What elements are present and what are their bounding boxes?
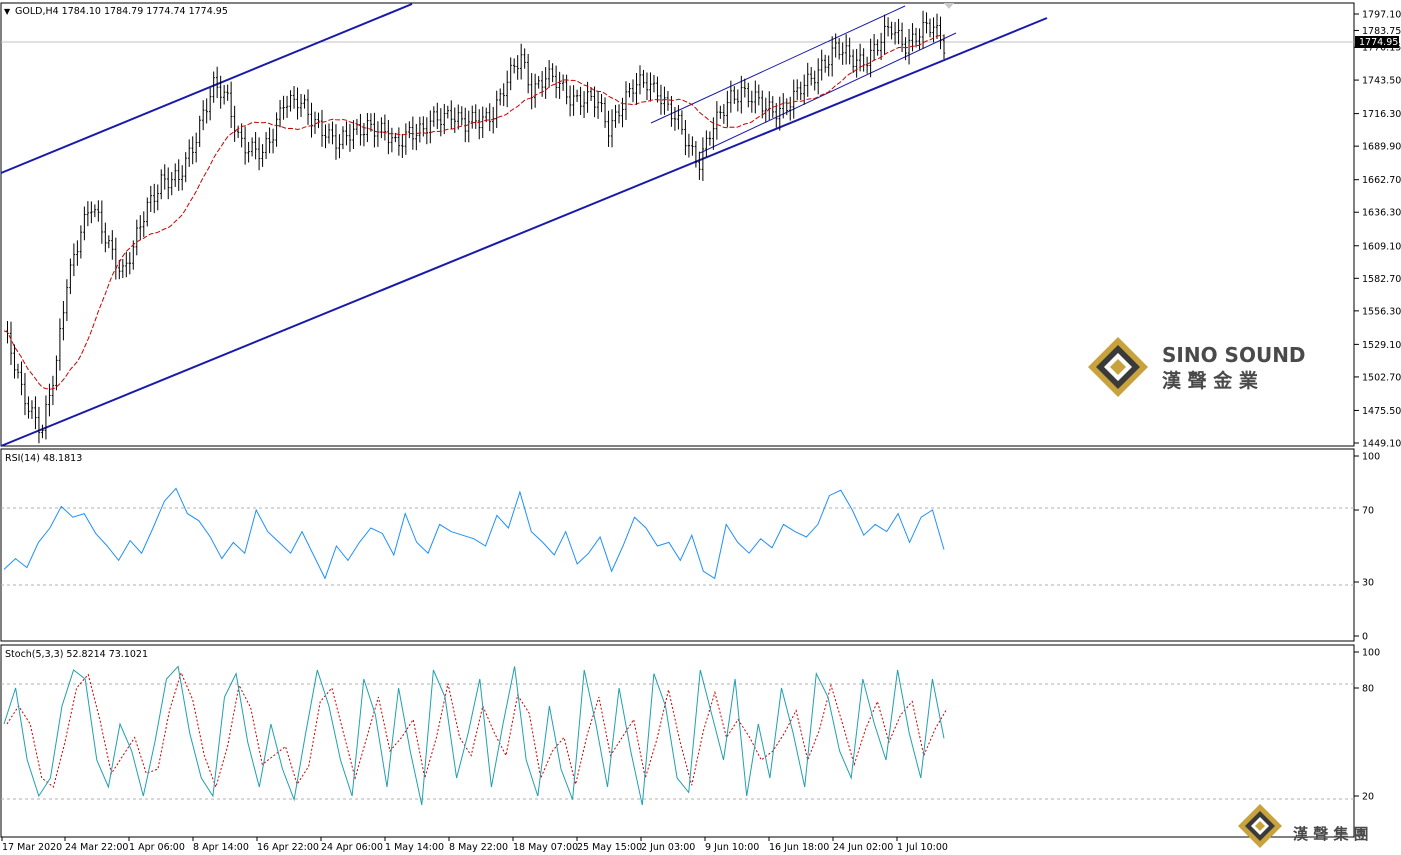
- rsi-tick-label: 30: [1362, 578, 1374, 589]
- price-tick-label: 1783.75: [1362, 26, 1401, 37]
- time-tick-label: 8 May 22:00: [449, 842, 508, 853]
- stoch-main-line: [3, 665, 945, 806]
- time-tick-label: 9 Jun 10:00: [705, 842, 759, 853]
- stoch-axis: 100 80 20: [1354, 648, 1380, 803]
- rsi-axis: 100 70 30 0: [1354, 452, 1380, 643]
- svg-text:1774.95: 1774.95: [1359, 37, 1398, 48]
- time-axis: 17 Mar 2020 24 Mar 22:00 1 Apr 06:00 8 Apr …: [1, 837, 948, 853]
- time-tick-label: 24 Jun 02:00: [833, 842, 893, 853]
- time-tick-label: 24 Apr 06:00: [321, 842, 383, 853]
- time-tick-label: 16 Apr 22:00: [257, 842, 319, 853]
- time-tick-label: 1 Jul 10:00: [897, 842, 948, 853]
- time-tick-label: 18 May 07:00: [513, 842, 578, 853]
- stoch-signal-line: [6, 671, 948, 789]
- sino-sound-logo: [1088, 337, 1148, 397]
- price-tick-label: 1502.70: [1362, 372, 1401, 383]
- time-tick-label: 16 Jun 18:00: [769, 842, 829, 853]
- price-pane: [0, 2, 1355, 447]
- moving-average-line: [3, 34, 945, 390]
- price-tick-label: 1449.10: [1362, 439, 1401, 450]
- inner-channel-lower[interactable]: [699, 32, 957, 154]
- price-tick-label: 1556.30: [1362, 306, 1401, 317]
- rsi-tick-label: 100: [1362, 452, 1380, 463]
- time-tick-label: 1 May 14:00: [385, 842, 444, 853]
- last-price-tag: 1774.95: [1355, 36, 1399, 48]
- time-tick-label: 17 Mar 2020: [2, 842, 62, 853]
- stoch-tick-label: 80: [1362, 684, 1374, 695]
- price-tick-label: 1609.10: [1362, 241, 1401, 252]
- corner-logo: [1238, 804, 1282, 848]
- brand-name: SINO SOUND: [1162, 343, 1306, 367]
- stoch-title: Stoch(5,3,3) 52.8214 73.1021: [5, 649, 148, 660]
- time-tick-label: 2 Jun 03:00: [641, 842, 695, 853]
- time-tick-label: 8 Apr 14:00: [193, 842, 249, 853]
- lower-channel-line[interactable]: [0, 17, 1048, 447]
- rsi-pane: [0, 448, 1355, 642]
- brand-name-chinese: 漢 聲 金 業: [1162, 369, 1259, 392]
- price-tick-label: 1636.30: [1362, 208, 1401, 219]
- time-tick-label: 24 Mar 22:00: [65, 842, 128, 853]
- rsi-line: [3, 487, 945, 580]
- price-axis: 1797.10 1783.75 1770.15 1743.50 1716.30 1689.…: [1354, 10, 1401, 450]
- corner-brand-chinese: 漢 聲 集 團: [1293, 825, 1369, 843]
- price-tick-label: 1797.10: [1362, 10, 1401, 21]
- price-tick-label: 1689.90: [1362, 142, 1401, 153]
- collapse-triangle-icon[interactable]: ▼: [4, 7, 11, 16]
- upper-channel-line[interactable]: [0, 3, 413, 174]
- rsi-title: RSI(14) 48.1813: [5, 453, 82, 464]
- price-tick-label: 1662.70: [1362, 175, 1401, 186]
- time-tick-label: 25 May 15:00: [577, 842, 642, 853]
- price-tick-label: 1475.50: [1362, 406, 1401, 417]
- stoch-tick-label: 100: [1362, 648, 1380, 659]
- price-tick-label: 1743.50: [1362, 76, 1401, 87]
- price-tick-label: 1529.10: [1362, 340, 1401, 351]
- rsi-tick-label: 0: [1362, 632, 1368, 643]
- stoch-tick-label: 20: [1362, 792, 1374, 803]
- inner-channel-upper[interactable]: [650, 5, 906, 124]
- chart-shift-marker[interactable]: [944, 3, 954, 9]
- time-tick-label: 1 Apr 06:00: [129, 842, 185, 853]
- price-tick-label: 1582.70: [1362, 274, 1401, 285]
- price-title: GOLD,H4 1784.10 1784.79 1774.74 1774.95: [15, 6, 228, 17]
- stoch-pane: [0, 644, 1355, 838]
- price-tick-label: 1716.30: [1362, 109, 1401, 120]
- price-tick-label: 1770.15: [1362, 43, 1401, 54]
- rsi-tick-label: 70: [1362, 506, 1374, 517]
